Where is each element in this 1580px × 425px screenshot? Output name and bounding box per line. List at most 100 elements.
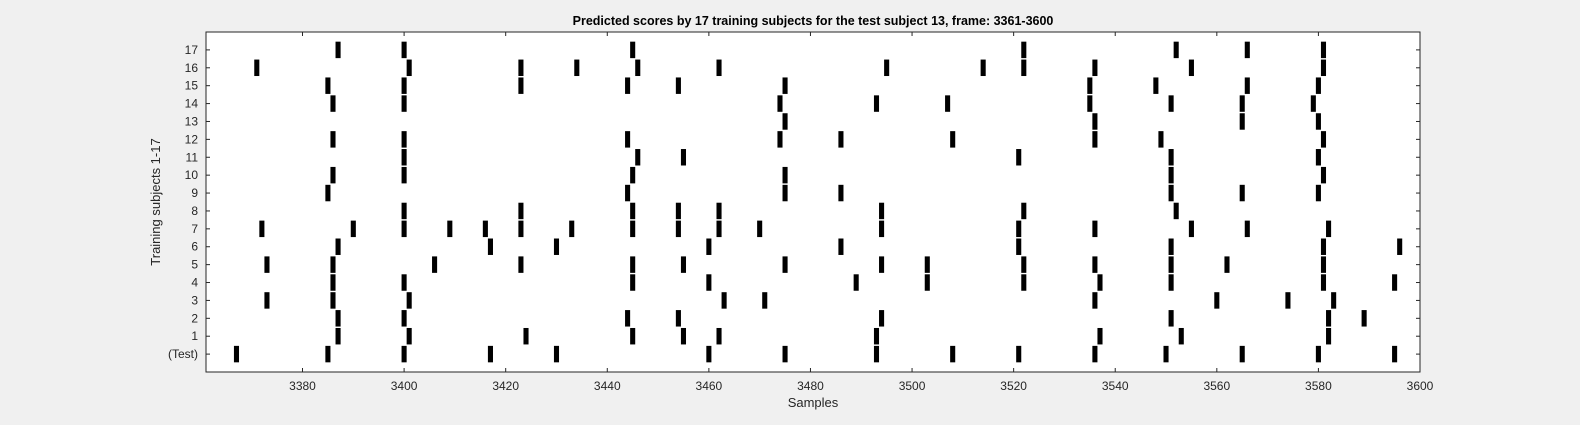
event-mark [838,238,844,255]
event-mark [259,220,265,238]
event-mark [1397,238,1403,255]
event-mark [635,59,641,77]
event-mark [879,202,885,220]
y-tick-label: 6 [191,240,198,254]
event-mark [254,59,260,77]
event-mark [625,184,631,202]
event-mark [782,77,788,94]
event-mark [325,345,331,363]
event-mark [335,310,341,327]
event-mark [838,184,844,202]
event-mark [635,149,641,166]
y-tick-label: 13 [185,114,199,128]
event-mark [325,184,331,202]
event-mark [569,220,575,238]
event-mark [1326,310,1332,327]
event-mark [716,202,722,220]
event-mark [335,327,341,345]
event-mark [1326,327,1332,345]
plot-area [206,32,1420,372]
chart-title: Predicted scores by 17 training subjects… [573,14,1054,28]
event-mark [330,166,336,184]
event-mark [1310,95,1316,112]
event-mark [1320,166,1327,184]
event-mark [401,202,407,220]
event-mark [325,77,331,94]
event-mark [1173,41,1179,59]
event-mark [924,256,930,273]
plot-border [205,31,1421,373]
event-mark [401,274,407,291]
event-mark [1153,77,1159,94]
event-mark [1092,292,1098,309]
y-tick-label: 2 [191,311,198,325]
event-mark [1021,274,1027,291]
event-mark [330,131,336,148]
event-mark [553,345,560,363]
event-mark [401,95,407,112]
event-mark [1021,59,1027,77]
event-mark [401,220,407,238]
event-mark [518,202,524,220]
event-mark [406,59,412,77]
x-tick-label: 3560 [1203,379,1230,393]
event-mark [879,310,885,327]
event-mark [553,238,560,255]
event-mark [1092,256,1098,273]
event-mark [625,310,631,327]
event-mark [777,131,783,148]
event-mark [1315,345,1321,363]
x-tick-label: 3460 [696,379,723,393]
y-tick-label: 7 [191,222,198,236]
event-mark [1315,77,1321,94]
y-tick-label: 17 [185,43,199,57]
event-mark [401,149,407,166]
event-mark [1244,77,1250,94]
event-mark [1092,345,1098,363]
event-mark [1163,345,1169,363]
y-tick-label: 8 [191,204,198,218]
event-mark [630,274,636,291]
event-mark [1285,292,1291,309]
event-mark [264,256,270,273]
event-mark [716,220,722,238]
x-tick-label: 3500 [899,379,926,393]
y-tick-label: 15 [185,79,199,93]
event-mark [1239,345,1245,363]
y-tick-label: 1 [191,329,198,343]
event-mark [330,274,336,291]
event-mark [630,327,636,345]
x-tick-label: 3400 [391,379,418,393]
event-mark [1239,184,1245,202]
event-mark [1320,256,1327,273]
event-mark [853,274,859,291]
event-mark [721,292,727,309]
event-mark [680,149,687,166]
event-mark [1244,41,1250,59]
event-mark [1092,220,1098,238]
x-tick-label: 3480 [797,379,824,393]
event-mark [630,202,636,220]
event-mark [447,220,453,238]
event-mark [518,256,524,273]
y-axis-label: Training subjects 1-17 [148,138,163,265]
event-mark [1239,95,1245,112]
x-tick-label: 3380 [289,379,316,393]
event-mark [1168,238,1174,255]
event-mark [1021,202,1027,220]
event-mark [782,256,788,273]
event-mark [884,59,890,77]
x-axis-label: Samples [788,395,839,410]
event-mark [482,220,488,238]
event-mark [1188,59,1194,77]
event-mark [675,220,681,238]
event-mark [1021,256,1027,273]
event-mark [782,166,788,184]
event-mark [630,220,636,238]
event-mark [1392,345,1398,363]
event-mark [879,220,885,238]
event-mark [630,256,636,273]
event-mark [401,77,407,94]
event-mark [950,345,956,363]
event-mark [680,327,687,345]
